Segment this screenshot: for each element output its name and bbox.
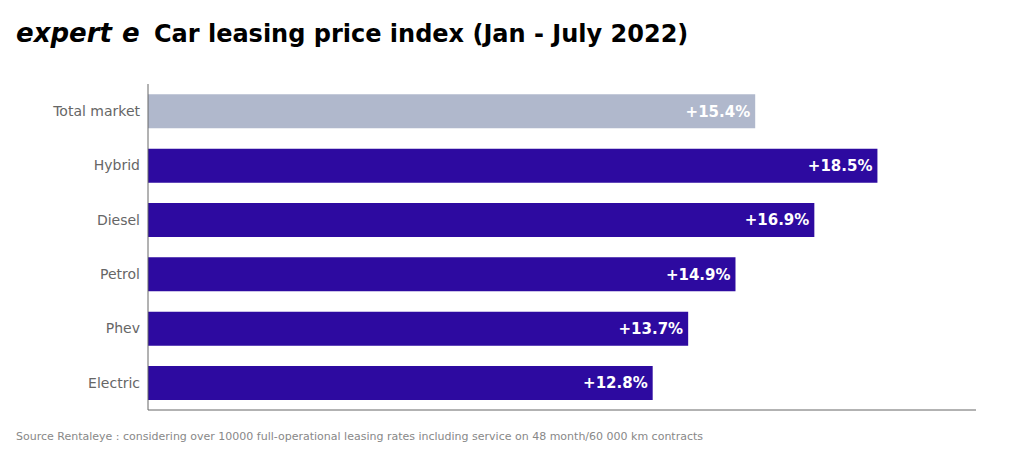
svg-text:Total market: Total market (52, 103, 140, 119)
svg-text:Petrol: Petrol (100, 266, 140, 282)
svg-text:+18.5%: +18.5% (808, 157, 873, 175)
svg-text:+16.9%: +16.9% (745, 211, 810, 229)
svg-text:+14.9%: +14.9% (666, 266, 731, 284)
svg-text:+15.4%: +15.4% (686, 103, 751, 121)
svg-text:Diesel: Diesel (97, 212, 140, 228)
html-text:Source Rentaleye : considering: Source Rentaleye : considering over 1000… (16, 430, 703, 443)
svg-text:+12.8%: +12.8% (583, 374, 648, 392)
svg-text:Electric: Electric (88, 375, 140, 391)
svg-text:Phev: Phev (106, 320, 140, 336)
svg-text:Hybrid: Hybrid (94, 157, 140, 173)
svg-text:+13.7%: +13.7% (619, 320, 684, 338)
html-text:expert e Car leasing price ind: expert e Car leasing price index (Jan - … (16, 18, 689, 48)
